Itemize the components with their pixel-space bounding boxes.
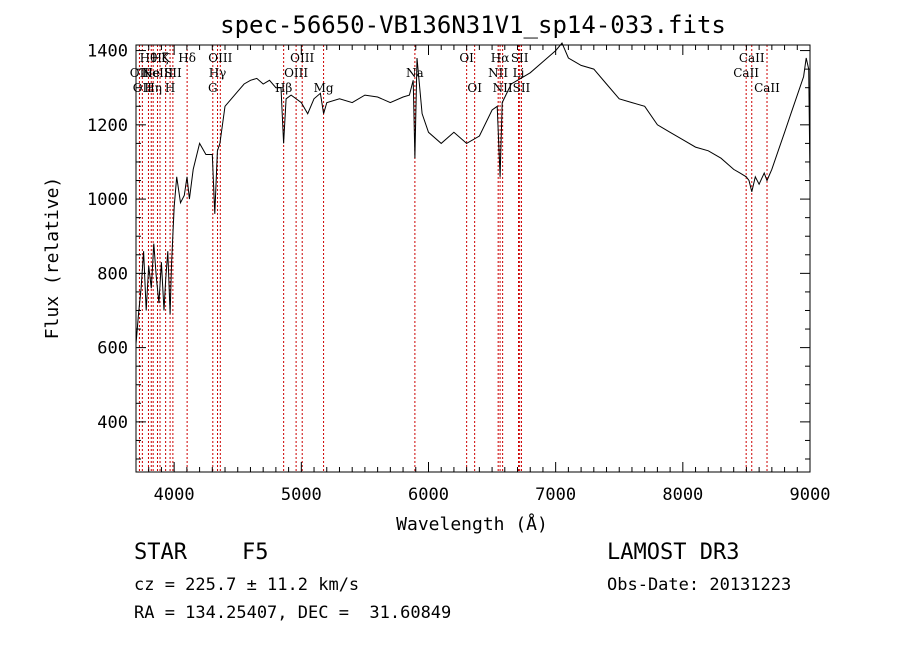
marker-label: K: [161, 51, 171, 65]
marker-label: Mg: [314, 81, 334, 95]
subclass-label: F5: [242, 540, 269, 565]
marker-label: H: [165, 81, 175, 95]
marker-label: CaII: [733, 66, 759, 80]
x-tick-label: 4000: [154, 485, 195, 505]
x-axis-label: Wavelength (Å): [396, 513, 548, 535]
y-tick-label: 800: [97, 264, 128, 284]
marker-label: OIII: [290, 51, 314, 65]
marker-label: OII: [133, 81, 153, 95]
redshift-value: cz = 225.7 ± 11.2 km/s: [134, 575, 360, 595]
y-tick-label: 1000: [87, 190, 128, 210]
marker-label: CaII: [754, 81, 780, 95]
chart-title: spec-56650-VB136N31V1_sp14-033.fits: [220, 11, 726, 39]
obs-date: Obs-Date: 20131223: [607, 575, 792, 595]
x-tick-label: 9000: [790, 485, 831, 505]
marker-label: OIII: [284, 66, 308, 80]
marker-label: Hα: [491, 51, 510, 65]
x-tick-label: 6000: [408, 485, 449, 505]
x-tick-label: 7000: [535, 485, 576, 505]
marker-label: Hδ: [178, 51, 196, 65]
marker-label: He: [142, 66, 160, 80]
emission-line-labels: OIIOIIHθHeHηNeIIIHζKHSIIHδGHγOIIIHβOIIIO…: [130, 51, 780, 95]
marker-label: G: [208, 81, 218, 95]
y-tick-label: 1400: [87, 42, 128, 62]
marker-label: CaII: [739, 51, 765, 65]
marker-label: OIII: [208, 51, 232, 65]
emission-line-markers: [138, 45, 768, 472]
y-tick-label: 400: [97, 413, 128, 433]
marker-label: Na: [406, 66, 424, 80]
spectrum-line: [135, 42, 811, 344]
marker-label: OI: [467, 81, 482, 95]
y-axis-ticks: 400 600 800 1000 1200 1400: [87, 42, 810, 460]
y-tick-label: 1200: [87, 116, 128, 136]
x-tick-label: 8000: [662, 485, 703, 505]
survey-label: LAMOST DR3: [607, 540, 740, 565]
marker-label: Li: [513, 66, 525, 80]
marker-label: Hγ: [209, 66, 227, 80]
class-label: STAR: [134, 540, 187, 565]
marker-label: Hζ: [152, 51, 169, 65]
y-axis-label: Flux (relative): [42, 177, 63, 340]
x-axis-ticks: 4000 5000 6000 7000 8000 9000: [148, 45, 831, 505]
marker-label: NeIII: [142, 66, 174, 80]
marker-label: OI: [459, 51, 474, 65]
plot-frame: [135, 44, 811, 473]
marker-label: OII: [130, 66, 150, 80]
coordinates: RA = 134.25407, DEC = 31.60849: [134, 603, 452, 623]
marker-label: NII: [493, 81, 513, 95]
marker-label: Hθ: [140, 51, 158, 65]
marker-label: SII: [164, 66, 182, 80]
x-tick-label: 5000: [281, 485, 322, 505]
marker-label: SII: [513, 81, 531, 95]
y-tick-label: 600: [97, 339, 128, 359]
marker-label: NII: [488, 66, 508, 80]
marker-label: SII: [511, 51, 529, 65]
marker-label: Hβ: [275, 81, 292, 95]
marker-label: Hη: [144, 81, 162, 95]
